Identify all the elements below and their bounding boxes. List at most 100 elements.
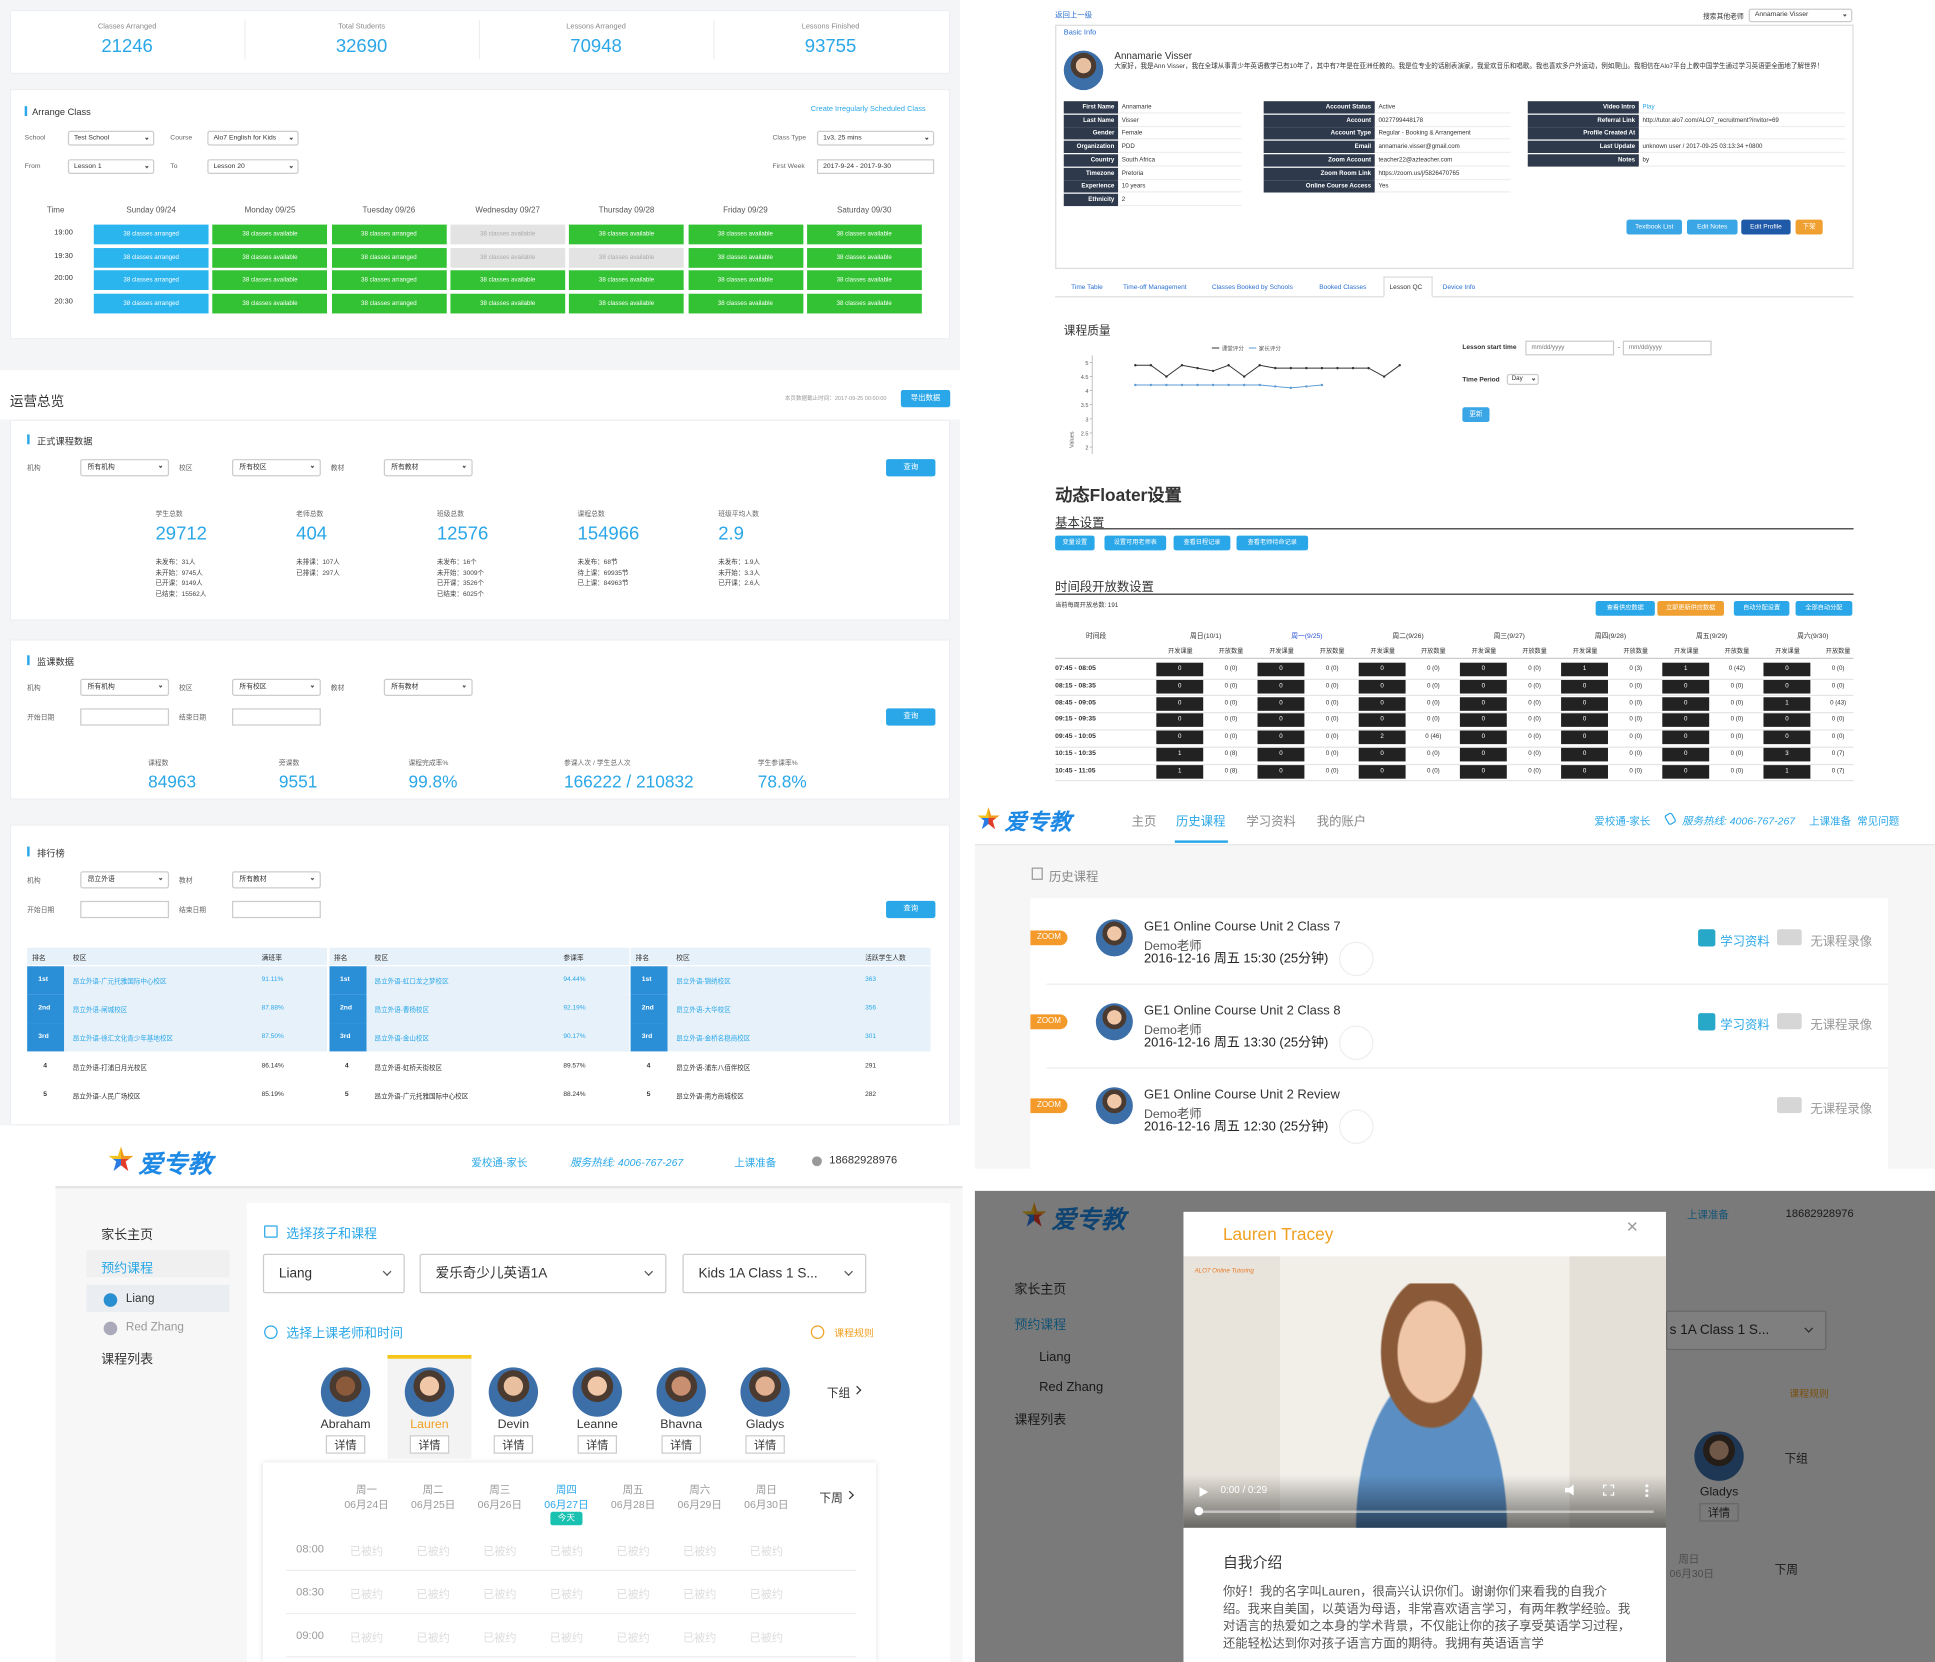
slot-cell[interactable]: 38 classes arranged <box>93 224 209 245</box>
slot-cell[interactable]: 38 classes available <box>212 293 328 314</box>
slot-cell[interactable]: 38 classes available <box>569 247 684 268</box>
nav-item[interactable]: 主页 <box>1131 815 1157 830</box>
tab[interactable]: Time-off Management <box>1122 283 1187 292</box>
slot-cell[interactable]: 38 classes available <box>806 270 922 291</box>
query-button[interactable]: 查询 <box>886 900 936 919</box>
filter-select[interactable]: 所有教材 <box>232 871 321 889</box>
slot-cell[interactable]: 38 classes available <box>450 270 566 291</box>
floater-button[interactable]: 全部自动分配 <box>1795 600 1853 616</box>
nav-item[interactable]: 学习资料 <box>1246 815 1296 830</box>
teacher-select[interactable]: Annamarie Visser <box>1748 8 1853 23</box>
floater-button[interactable]: 查看老师待命记录 <box>1236 535 1309 551</box>
link[interactable]: Create Irregularly Scheduled Class <box>810 106 926 114</box>
date-input[interactable]: mm/dd/yyyy <box>1622 340 1712 356</box>
sidebar-item[interactable]: 课程列表 <box>101 1352 154 1368</box>
campus[interactable]: 昂立外语-徐汇文化青少年基地校区 <box>72 1035 174 1044</box>
tab[interactable]: Time Table <box>1071 283 1103 292</box>
slot-cell[interactable]: 38 classes available <box>687 224 803 245</box>
slot-cell[interactable]: 38 classes arranged <box>93 247 209 268</box>
teacher-name[interactable]: Gladys <box>745 1417 785 1432</box>
next-week[interactable]: 下周 <box>819 1491 843 1506</box>
booking-select[interactable]: 爱乐奇少儿英语1A <box>419 1253 667 1294</box>
teacher-name[interactable]: Leanne <box>576 1417 618 1432</box>
slot-cell[interactable]: 38 classes arranged <box>331 224 447 245</box>
filter-select[interactable]: 所有机构 <box>80 678 170 697</box>
slot-cell[interactable]: 38 classes available <box>450 224 566 245</box>
tab[interactable]: Device Info <box>1442 283 1476 292</box>
filter-select[interactable]: 所有校区 <box>232 678 321 697</box>
slot-cell[interactable]: 38 classes available <box>569 224 684 245</box>
floater-button[interactable]: 查看日程记录 <box>1173 535 1231 551</box>
date-input[interactable] <box>80 708 170 726</box>
query-button[interactable]: 查询 <box>886 708 936 726</box>
progress-bar[interactable] <box>1197 1510 1654 1513</box>
nav-item[interactable]: 历史课程 <box>1176 815 1226 830</box>
filter-select[interactable]: 昂立外语 <box>80 871 170 889</box>
header-link[interactable]: 上课准备 <box>1809 814 1852 827</box>
slot-cell[interactable]: 38 classes available <box>806 293 922 314</box>
detail-button[interactable]: 详情 <box>745 1435 785 1454</box>
volume-icon[interactable] <box>1564 1484 1574 1496</box>
fullscreen-icon[interactable] <box>1603 1484 1615 1496</box>
filter-select[interactable]: Lesson 1 <box>67 159 155 175</box>
date-input[interactable] <box>80 900 170 919</box>
tab[interactable]: Classes Booked by Schools <box>1211 283 1293 292</box>
profile-button[interactable]: 下架 <box>1795 219 1823 235</box>
progress-knob[interactable] <box>1194 1506 1204 1516</box>
booking-select[interactable]: Liang <box>262 1253 405 1294</box>
booking-select[interactable]: Kids 1A Class 1 S... <box>682 1253 867 1294</box>
header-link[interactable]: 服务热线: 4006-767-267 <box>570 1156 684 1169</box>
slot-cell[interactable]: 38 classes arranged <box>331 247 447 268</box>
slot-cell[interactable]: 38 classes available <box>212 270 328 291</box>
rules-link[interactable]: 课程规则 <box>834 1327 874 1339</box>
header-link[interactable]: 爱校通-家长 <box>1594 814 1651 827</box>
user-phone[interactable]: 18682928976 <box>829 1153 898 1167</box>
sidebar-item[interactable]: 预约课程 <box>101 1261 154 1277</box>
material-link[interactable]: 学习资料 <box>1720 1019 1770 1033</box>
slot-cell[interactable]: 38 classes arranged <box>93 293 209 314</box>
date-input[interactable]: mm/dd/yyyy <box>1525 340 1615 356</box>
profile-button[interactable]: Edit Notes <box>1686 219 1738 235</box>
campus[interactable]: 昂立外语-锦绣校区 <box>676 978 731 987</box>
filter-select[interactable]: 所有校区 <box>232 459 321 477</box>
detail-button[interactable]: 详情 <box>409 1435 450 1454</box>
filter-select[interactable]: Alo7 English for Kids <box>207 130 299 146</box>
filter-select[interactable]: 所有教材 <box>383 678 473 697</box>
date-input[interactable] <box>232 708 321 726</box>
campus[interactable]: 昂立外语-大华校区 <box>676 1007 731 1015</box>
header-link[interactable]: 服务热线: 4006-767-267 <box>1682 814 1796 827</box>
floater-button[interactable]: 设置可用老师表 <box>1104 535 1167 551</box>
slot-cell[interactable]: 38 classes available <box>569 270 684 291</box>
campus[interactable]: 昂立外语-闸城校区 <box>72 1007 128 1015</box>
tab[interactable]: Booked Classes <box>1319 283 1367 292</box>
sidebar-item[interactable]: 家长主页 <box>101 1227 154 1243</box>
floater-button[interactable]: 变量设置 <box>1055 535 1095 551</box>
query-button[interactable]: 查询 <box>886 459 936 477</box>
update-button[interactable]: 更新 <box>1462 407 1490 423</box>
campus[interactable]: 昂立外语-金桥名稳商校区 <box>676 1035 751 1044</box>
profile-button[interactable]: Textbook List <box>1626 219 1683 235</box>
campus[interactable]: 昂立外语-广元托雅国际中心校区 <box>72 978 167 987</box>
slot-cell[interactable]: 38 classes arranged <box>331 293 447 314</box>
header-link[interactable]: 上课准备 <box>734 1156 777 1169</box>
header-link[interactable]: 常见问题 <box>1857 814 1900 827</box>
teacher-name[interactable]: Abraham <box>320 1417 371 1432</box>
detail-button[interactable]: 详情 <box>661 1435 701 1454</box>
filter-select[interactable]: Test School <box>67 130 155 146</box>
date-input[interactable] <box>232 900 321 919</box>
filter-select[interactable]: 所有机构 <box>80 459 170 477</box>
next-group[interactable]: 下组 <box>826 1387 851 1401</box>
back-link[interactable]: 返回上一级 <box>1055 12 1093 20</box>
sidebar-item[interactable]: Liang <box>125 1292 155 1306</box>
slot-cell[interactable]: 38 classes arranged <box>93 270 209 291</box>
slot-cell[interactable]: 38 classes available <box>687 247 803 268</box>
slot-cell[interactable]: 38 classes available <box>806 224 922 245</box>
menu-icon[interactable] <box>1645 1483 1649 1497</box>
campus[interactable]: 昂立外语-曹杨校区 <box>374 1007 430 1015</box>
period-select[interactable]: Day <box>1506 373 1539 386</box>
filter-select[interactable]: 1v3, 25 mins <box>816 130 935 146</box>
teacher-name[interactable]: Bhavna <box>660 1417 703 1432</box>
nav-item[interactable]: 我的账户 <box>1316 815 1367 830</box>
date-input[interactable]: 2017-9-24 - 2017-9-30 <box>816 159 935 175</box>
profile-button[interactable]: Edit Profile <box>1741 219 1791 235</box>
